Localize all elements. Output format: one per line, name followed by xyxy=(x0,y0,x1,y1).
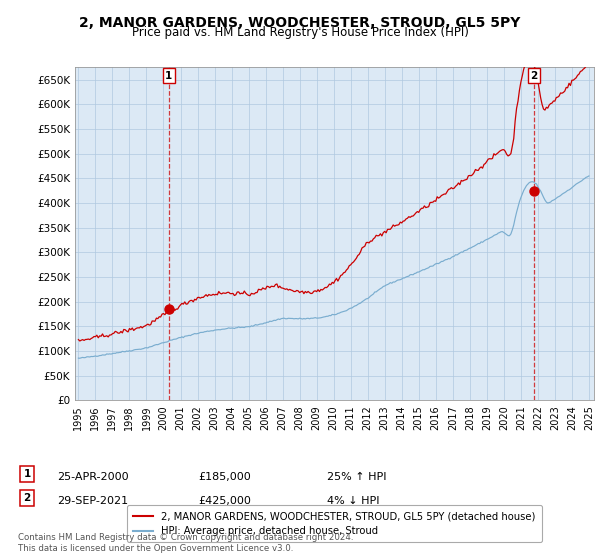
Text: 1: 1 xyxy=(23,469,31,479)
Text: 4% ↓ HPI: 4% ↓ HPI xyxy=(327,496,380,506)
Text: 2, MANOR GARDENS, WOODCHESTER, STROUD, GL5 5PY: 2, MANOR GARDENS, WOODCHESTER, STROUD, G… xyxy=(79,16,521,30)
Text: Price paid vs. HM Land Registry's House Price Index (HPI): Price paid vs. HM Land Registry's House … xyxy=(131,26,469,39)
Text: 29-SEP-2021: 29-SEP-2021 xyxy=(57,496,128,506)
Text: £425,000: £425,000 xyxy=(198,496,251,506)
Text: 25-APR-2000: 25-APR-2000 xyxy=(57,472,128,482)
Text: £185,000: £185,000 xyxy=(198,472,251,482)
Text: 2: 2 xyxy=(23,493,31,503)
Text: Contains HM Land Registry data © Crown copyright and database right 2024.
This d: Contains HM Land Registry data © Crown c… xyxy=(18,533,353,553)
Text: 1: 1 xyxy=(165,71,172,81)
Text: 2: 2 xyxy=(530,71,537,81)
Text: 25% ↑ HPI: 25% ↑ HPI xyxy=(327,472,386,482)
Legend: 2, MANOR GARDENS, WOODCHESTER, STROUD, GL5 5PY (detached house), HPI: Average pr: 2, MANOR GARDENS, WOODCHESTER, STROUD, G… xyxy=(127,505,542,542)
